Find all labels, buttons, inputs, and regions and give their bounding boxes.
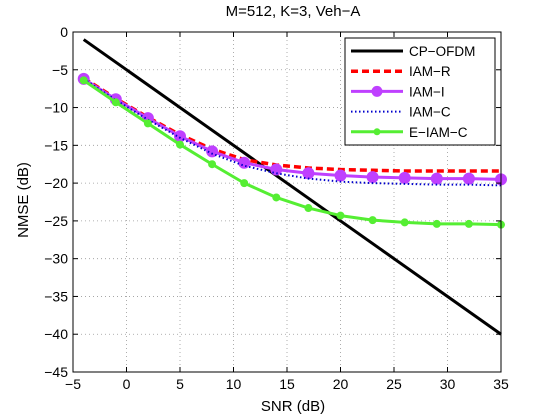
chart-title: M=512, K=3, Veh−A bbox=[226, 3, 361, 20]
x-tick-label: 25 bbox=[386, 376, 402, 392]
data-point-4-8 bbox=[336, 211, 345, 220]
data-point-4-12 bbox=[464, 219, 473, 228]
x-tick-label: 35 bbox=[493, 376, 509, 392]
x-tick-label: 0 bbox=[123, 376, 131, 392]
data-point-4-6 bbox=[272, 193, 281, 202]
data-point-4-10 bbox=[400, 218, 409, 227]
y-tick-label: −25 bbox=[44, 213, 68, 229]
y-tick-label: −45 bbox=[44, 364, 68, 380]
x-tick-label: 15 bbox=[279, 376, 295, 392]
series-line-0 bbox=[82, 38, 502, 336]
data-point-2-9 bbox=[366, 171, 379, 184]
legend-label-0: CP−OFDM bbox=[409, 44, 475, 59]
y-tick-label: −20 bbox=[44, 175, 68, 191]
legend-marker-2 bbox=[371, 85, 383, 97]
y-tick-label: 0 bbox=[60, 24, 68, 40]
data-point-4-5 bbox=[240, 179, 249, 188]
x-tick-label: 5 bbox=[176, 376, 184, 392]
x-axis-label: SNR (dB) bbox=[261, 398, 325, 415]
legend-label-1: IAM−R bbox=[409, 64, 451, 79]
data-point-4-7 bbox=[304, 204, 313, 213]
data-point-4-3 bbox=[176, 140, 184, 149]
y-tick-label: −30 bbox=[44, 251, 68, 267]
x-tick-label: 20 bbox=[333, 376, 349, 392]
data-point-2-10 bbox=[398, 171, 411, 184]
x-tick-label: 10 bbox=[226, 376, 242, 392]
y-axis-label: NMSE (dB) bbox=[15, 162, 32, 238]
data-point-2-11 bbox=[430, 172, 443, 185]
legend: CP−OFDM IAM−R IAM−I IAM−C E−IAM−C bbox=[344, 37, 496, 146]
y-tick-label: −10 bbox=[44, 100, 68, 116]
data-point-4-0 bbox=[79, 76, 88, 85]
series-line-4 bbox=[82, 79, 502, 227]
data-point-4-9 bbox=[368, 216, 377, 225]
series-line-3 bbox=[83, 78, 502, 187]
data-point-2-8 bbox=[334, 169, 347, 182]
data-point-4-11 bbox=[432, 219, 441, 228]
legend-marker-4 bbox=[373, 128, 381, 136]
data-point-2-5 bbox=[238, 156, 251, 169]
x-tick-label: −5 bbox=[65, 376, 81, 392]
y-tick-label: −15 bbox=[44, 137, 68, 153]
series-lines bbox=[77, 38, 507, 336]
legend-label-2: IAM−I bbox=[409, 84, 445, 99]
legend-label-3: IAM−C bbox=[409, 105, 451, 120]
data-point-2-4 bbox=[206, 145, 219, 158]
y-tick-label: −35 bbox=[44, 288, 68, 304]
x-tick-label: 30 bbox=[440, 376, 456, 392]
axes: −5 0 5 10 15 20 25 30 35 0 −5 −10 −15 −20 −25 −30 −35 −40… bbox=[44, 24, 509, 392]
y-tick-label: −40 bbox=[44, 326, 68, 342]
y-tick-label: −5 bbox=[52, 62, 68, 78]
legend-label-4: E−IAM−C bbox=[409, 125, 468, 140]
data-point-4-2 bbox=[143, 119, 152, 128]
data-point-4-4 bbox=[208, 160, 217, 169]
data-point-4-1 bbox=[111, 98, 120, 107]
data-point-2-12 bbox=[462, 172, 475, 185]
